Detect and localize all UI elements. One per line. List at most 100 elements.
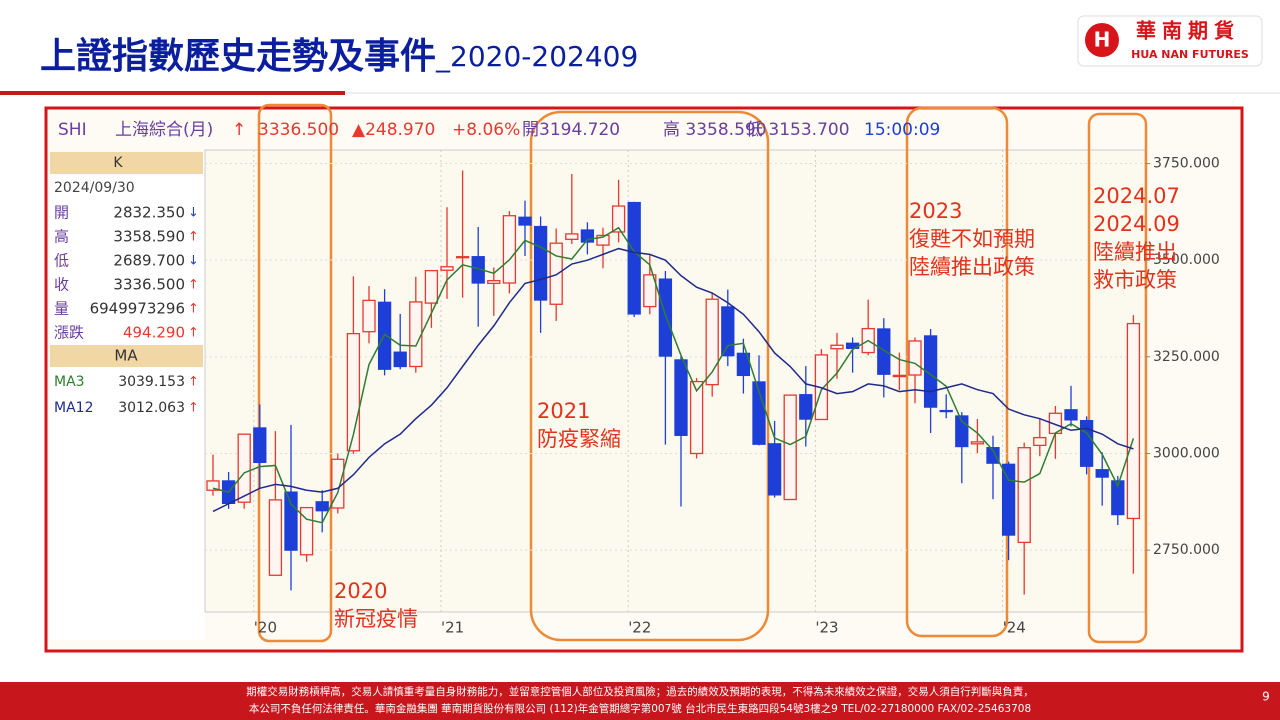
annotation: 2020 [334, 579, 387, 603]
ma-arrow: ↑ [188, 401, 199, 416]
info-value: 494.290 [123, 324, 185, 342]
x-tick-label: '24 [1003, 619, 1026, 637]
highlight-box [529, 110, 770, 642]
candle-body [1111, 480, 1125, 516]
highlight-box [905, 106, 1009, 638]
candle-body [424, 269, 439, 304]
info-arrow: ↓ [188, 206, 199, 221]
highlight-box [257, 103, 333, 643]
candle-body [830, 344, 844, 350]
y-tick-label: 3500.000 [1153, 252, 1220, 268]
candle-body [1033, 436, 1047, 447]
quote-field: 15:00:09 [864, 120, 940, 140]
candle-body [1017, 447, 1031, 544]
ma-line [212, 247, 1134, 513]
candle-body [705, 298, 719, 386]
candle-body [1001, 463, 1016, 536]
quote-field: SHI [58, 120, 87, 140]
candle-body [455, 256, 470, 259]
candle-body [502, 215, 517, 284]
info-value: 3336.500 [113, 276, 185, 294]
candle-body [658, 278, 673, 357]
candle-body [752, 381, 766, 445]
info-label: 高 [54, 228, 69, 246]
candle-body [533, 225, 548, 301]
info-arrow: ↓ [188, 254, 199, 269]
info-label: 量 [54, 300, 69, 318]
candle-body [237, 433, 251, 503]
annotation: 2024.09 [1093, 212, 1180, 236]
candle-body [518, 216, 532, 226]
annotation: 救市政策 [1093, 268, 1177, 292]
candle-body [611, 205, 626, 233]
title-suffix: _2020-202409 [435, 40, 638, 73]
candle-body [549, 242, 563, 305]
info-label: 漲跌 [54, 324, 84, 342]
candle-body [409, 301, 423, 368]
logo-box [1077, 15, 1263, 67]
title: 上證指數歷史走勢及事件_2020-202409 [40, 35, 638, 77]
quote-field: 3336.500 [258, 120, 339, 140]
info-label: 開 [54, 204, 69, 222]
candle-body [674, 359, 688, 436]
logo-glyph: H [1094, 28, 1111, 52]
annotation: 2021 [537, 399, 590, 423]
candle-body [736, 352, 751, 377]
info-arrow: ↑ [188, 230, 199, 245]
ma-label: MA3 [54, 374, 85, 390]
candle-body [253, 427, 267, 464]
k-header: K [113, 155, 123, 171]
candle-body [1095, 469, 1109, 478]
candle-body [440, 266, 454, 271]
annotation: 復甦不如預期 [909, 227, 1035, 251]
quote-field: ▲248.970 [352, 120, 435, 140]
candle-body [721, 306, 735, 357]
candle-body [1064, 409, 1078, 421]
x-tick-label: '23 [815, 619, 838, 637]
logo-en: HUA NAN FUTURES [1131, 48, 1249, 61]
info-label: 低 [54, 252, 69, 270]
candle-body [284, 491, 298, 551]
annotation: 陸續推出政策 [909, 255, 1035, 279]
info-value: 2689.700 [113, 252, 185, 270]
ma-arrow: ↑ [188, 375, 199, 390]
ma-header-bg [50, 345, 203, 367]
candle-body [1079, 419, 1094, 467]
footer-text: 期權交易財務槓桿高，交易人請慎重考量自身財務能力，並留意控管個人部位及投資風險；… [246, 685, 1034, 698]
ma-value: 3012.063 [118, 400, 185, 416]
info-value: 6949973296 [90, 300, 185, 318]
candle-body [986, 447, 1000, 464]
title-main: 上證指數歷史走勢及事件 [40, 35, 436, 77]
k-header-bg [50, 152, 203, 174]
annotation: 防疫緊縮 [537, 427, 621, 451]
candle-body [268, 499, 283, 576]
info-arrow: ↑ [188, 278, 199, 293]
candle-body [362, 299, 376, 333]
info-value: 3358.590 [113, 228, 185, 246]
y-tick-label: 3750.000 [1153, 156, 1220, 172]
candle-body [689, 380, 704, 455]
page-number: 9 [1262, 690, 1270, 704]
candle-body [487, 280, 501, 285]
quote-field: +8.06% [452, 120, 520, 140]
y-tick-label: 2750.000 [1153, 542, 1220, 558]
logo-icon [1085, 23, 1119, 57]
y-tick-label: 3250.000 [1153, 349, 1220, 365]
candle-body [783, 394, 797, 501]
candle-body [580, 229, 595, 243]
quote-field: ↑ [232, 120, 246, 140]
quote-field: 開3194.720 [522, 120, 620, 140]
info-label: 收 [54, 276, 69, 294]
x-tick-label: '22 [628, 619, 651, 637]
candle-body [877, 328, 891, 375]
ma-line [212, 226, 1135, 524]
quote-field: 高 3358.590 [663, 120, 767, 140]
annotation: 2023 [909, 199, 962, 223]
highlight-box [1087, 112, 1148, 644]
footer-text: 本公司不負任何法律責任。華南金融集團 華南期貨股份有限公司 (112)年金管期總… [249, 702, 1031, 715]
ma-value: 3039.153 [118, 374, 185, 390]
candle-body [908, 340, 922, 376]
info-date: 2024/09/30 [54, 180, 135, 196]
